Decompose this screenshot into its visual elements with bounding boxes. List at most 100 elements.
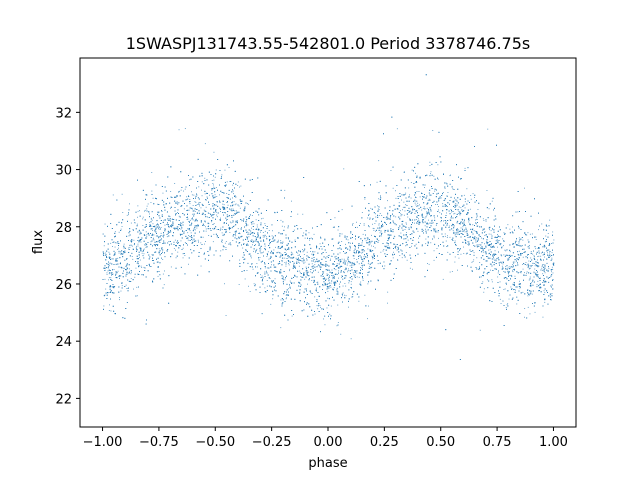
data-point: [367, 239, 369, 241]
data-point: [508, 273, 509, 275]
data-point: [367, 217, 369, 219]
data-point: [264, 230, 266, 232]
data-point: [272, 230, 273, 232]
data-point: [337, 304, 339, 306]
data-point: [109, 264, 110, 266]
data-point: [377, 279, 379, 281]
data-point: [248, 285, 249, 287]
data-point: [267, 251, 269, 253]
data-point: [302, 276, 304, 278]
data-point: [126, 274, 128, 275]
data-point: [540, 286, 542, 288]
data-point: [482, 218, 484, 220]
data-point: [475, 239, 477, 241]
data-point: [162, 259, 164, 260]
data-point: [326, 307, 328, 309]
data-point: [120, 251, 121, 253]
data-point: [150, 202, 152, 203]
data-point: [170, 266, 172, 268]
data-point: [493, 245, 494, 247]
data-point: [280, 219, 282, 221]
data-point: [238, 232, 240, 234]
data-point: [499, 281, 501, 283]
data-point: [149, 222, 151, 223]
data-point: [306, 275, 308, 276]
data-point: [220, 227, 222, 229]
data-point: [121, 285, 123, 287]
data-point: [231, 227, 233, 229]
data-point: [150, 218, 152, 220]
data-point: [113, 241, 115, 243]
data-point: [112, 273, 114, 275]
data-point: [454, 261, 456, 263]
data-point: [356, 251, 357, 252]
data-point: [416, 182, 418, 183]
data-point: [472, 193, 474, 195]
data-point: [202, 236, 204, 238]
data-point: [213, 233, 215, 235]
data-point: [131, 256, 133, 257]
data-point: [383, 249, 385, 250]
data-point: [407, 216, 409, 218]
data-point: [409, 219, 410, 221]
data-point: [281, 225, 283, 227]
data-point: [550, 285, 551, 287]
data-point: [458, 206, 460, 208]
data-point: [161, 215, 163, 217]
data-point: [136, 223, 138, 225]
data-point: [307, 283, 308, 285]
data-point: [234, 213, 235, 214]
data-point: [157, 203, 159, 205]
data-point: [326, 256, 328, 257]
data-point: [288, 238, 289, 240]
data-point: [418, 218, 419, 220]
data-point: [526, 264, 528, 266]
data-point: [333, 287, 335, 289]
data-point: [425, 238, 427, 240]
data-point: [237, 228, 239, 230]
data-point: [502, 263, 504, 265]
data-point: [415, 200, 417, 202]
data-point: [244, 278, 246, 280]
data-point: [213, 151, 215, 153]
data-point: [533, 272, 535, 274]
data-point: [417, 215, 419, 216]
data-point: [177, 212, 178, 213]
data-point: [529, 245, 530, 246]
data-point: [230, 181, 232, 182]
data-point: [144, 244, 145, 246]
data-point: [274, 282, 275, 283]
data-point: [294, 239, 296, 241]
data-point: [484, 235, 486, 236]
data-point: [190, 232, 192, 234]
data-point: [167, 211, 168, 213]
data-point: [258, 243, 260, 245]
data-point: [468, 221, 470, 223]
data-point: [456, 222, 458, 224]
data-point: [529, 276, 531, 278]
data-point: [105, 268, 107, 270]
data-point: [113, 269, 115, 270]
data-point: [396, 128, 398, 130]
data-point: [422, 208, 424, 209]
data-point: [250, 214, 251, 216]
data-point: [261, 252, 263, 254]
data-point: [225, 247, 227, 248]
data-point: [280, 299, 282, 301]
data-point: [298, 261, 299, 263]
data-point: [240, 185, 242, 187]
data-point: [424, 225, 426, 227]
data-point: [111, 286, 113, 288]
data-point: [234, 210, 236, 212]
data-point: [352, 262, 354, 264]
data-point: [531, 282, 532, 284]
data-point: [499, 298, 501, 300]
data-point: [277, 239, 279, 241]
data-point: [260, 231, 261, 233]
data-point: [445, 240, 447, 242]
data-point: [280, 271, 282, 273]
data-point: [204, 193, 206, 195]
data-point: [350, 283, 352, 285]
data-point: [424, 187, 425, 188]
data-point: [319, 243, 321, 245]
